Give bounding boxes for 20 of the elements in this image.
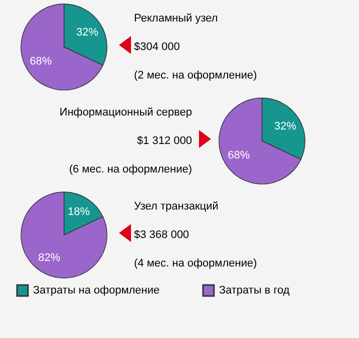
text: Информационный сервер xyxy=(60,106,192,118)
text: Узел транзакций xyxy=(134,200,218,212)
legend-label: Затраты на оформление xyxy=(33,284,160,297)
text: (2 мес. на оформление) xyxy=(134,70,257,82)
data-label: 68% xyxy=(228,150,250,162)
text: $3 368 000 xyxy=(134,229,190,241)
data-label: 68% xyxy=(30,56,52,68)
data-label: 32% xyxy=(274,120,296,132)
data-label: 18% xyxy=(68,206,90,218)
text: $304 000 xyxy=(134,41,180,53)
text: (6 мес. на оформление) xyxy=(69,164,192,176)
text: Рекламный узел xyxy=(134,12,218,24)
pie-slice xyxy=(20,192,108,278)
data-label: 32% xyxy=(76,26,98,38)
legend-label: Затраты в год xyxy=(219,284,290,297)
text: (4 мес. на оформление) xyxy=(134,258,257,270)
text: $1 312 000 xyxy=(136,135,192,147)
data-label: 82% xyxy=(38,252,60,264)
pie-slice xyxy=(20,4,104,90)
pie-slice xyxy=(218,98,302,184)
